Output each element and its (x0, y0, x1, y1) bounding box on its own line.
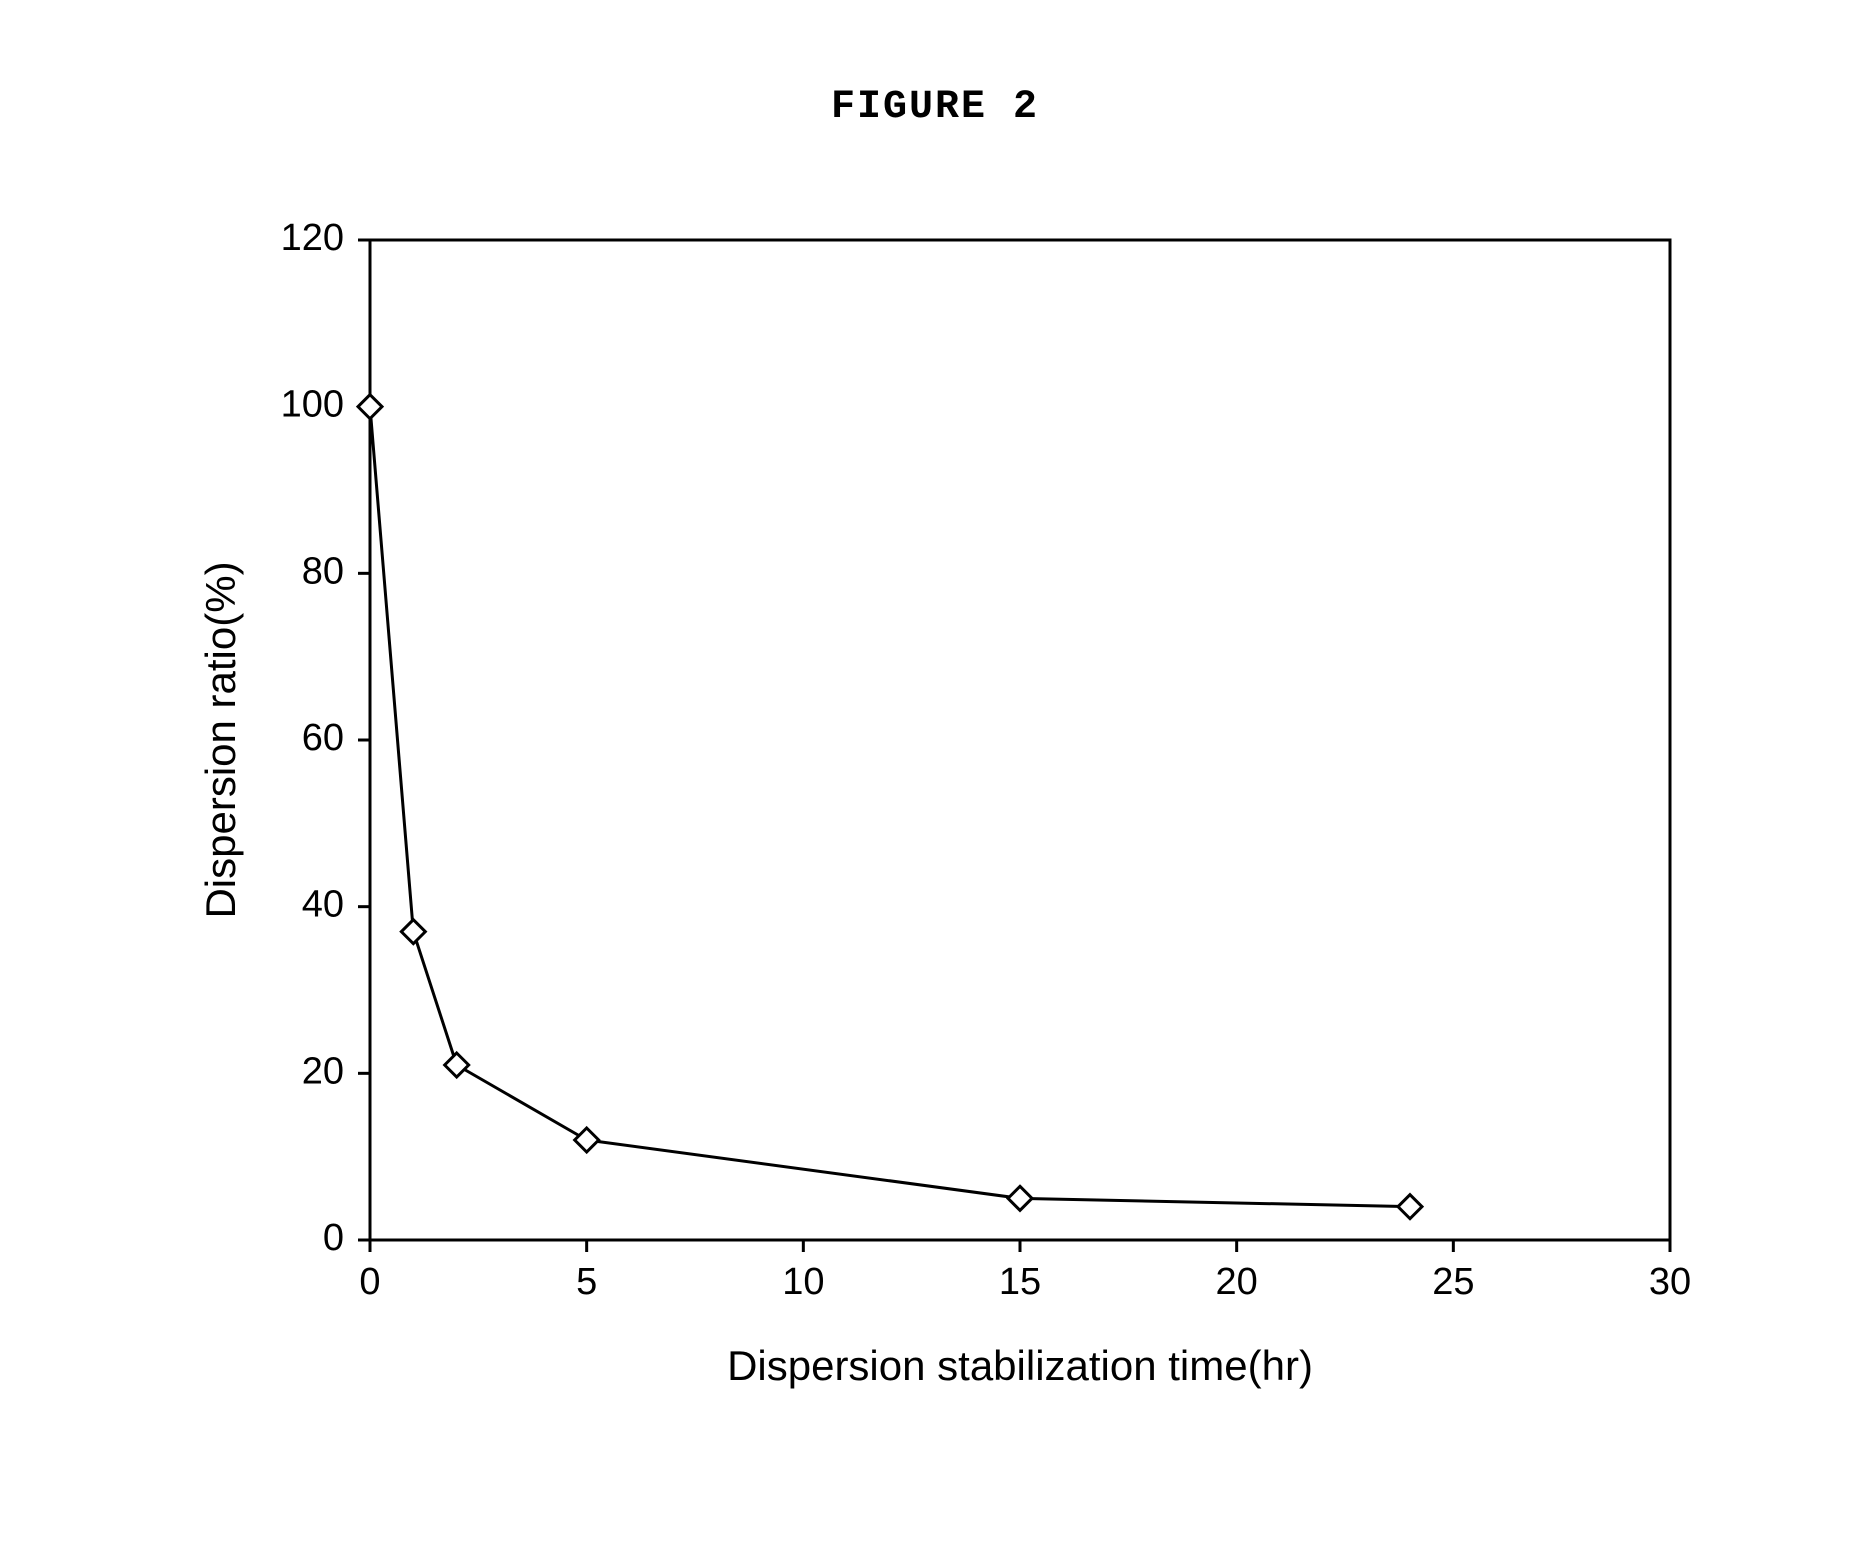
y-tick-label: 120 (281, 217, 344, 259)
y-tick-label: 0 (323, 1217, 344, 1259)
y-axis-label: Dispersion ratio(%) (197, 561, 244, 918)
y-tick-label: 80 (302, 550, 344, 592)
y-tick-label: 60 (302, 717, 344, 759)
x-tick-label: 15 (999, 1261, 1041, 1303)
figure-title: FIGURE 2 (0, 85, 1870, 130)
x-tick-label: 30 (1649, 1261, 1691, 1303)
page: FIGURE 2 0 20 40 60 80 100 120 0 5 10 15 20 25 30 Disp… (0, 0, 1870, 1568)
x-axis-label: Dispersion stabilization time(hr) (727, 1342, 1313, 1389)
y-tick-label: 40 (302, 884, 344, 926)
chart-svg: 0 20 40 60 80 100 120 0 5 10 15 20 25 30 Dispersion ra… (180, 210, 1740, 1430)
x-tick-label: 5 (576, 1261, 597, 1303)
plot-area (370, 240, 1670, 1240)
y-tick-label: 100 (281, 384, 344, 426)
chart-container: 0 20 40 60 80 100 120 0 5 10 15 20 25 30 Dispersion ra… (180, 210, 1740, 1430)
y-tick-label: 20 (302, 1050, 344, 1092)
x-tick-label: 0 (359, 1261, 380, 1303)
x-tick-label: 25 (1432, 1261, 1474, 1303)
x-tick-label: 10 (782, 1261, 824, 1303)
x-tick-label: 20 (1216, 1261, 1258, 1303)
